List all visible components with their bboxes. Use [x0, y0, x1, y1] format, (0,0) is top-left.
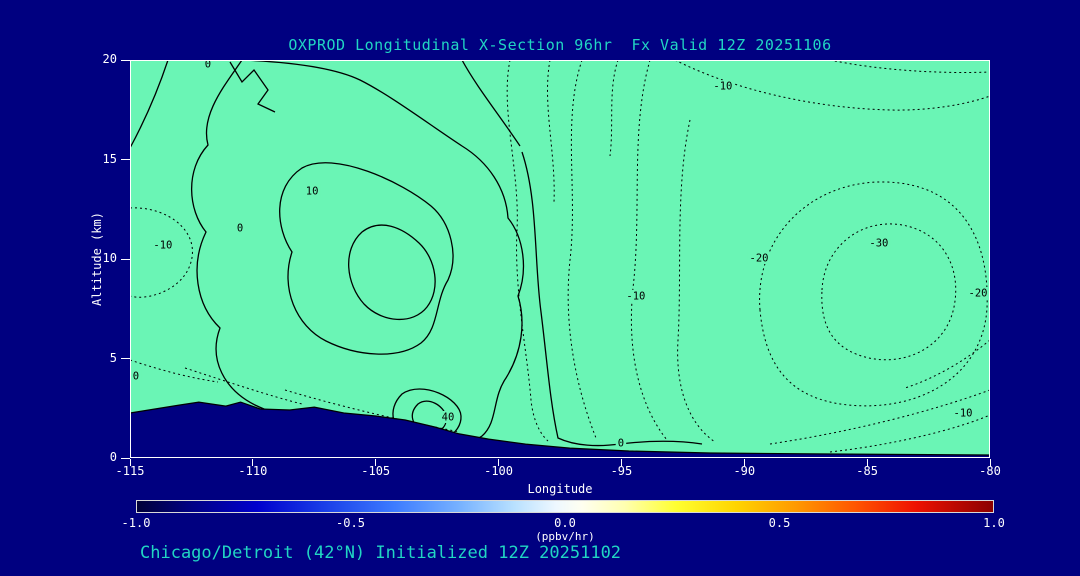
contour-label: 40 [442, 412, 455, 424]
contour-solid-zigzag [229, 61, 276, 113]
contour-dotted-topright-1 [674, 60, 990, 111]
contour-dotted-blob-edge [506, 60, 549, 442]
contour-label-mask [303, 184, 321, 197]
contour-solid-top-branch [461, 60, 521, 147]
x-axis-tick [252, 459, 254, 466]
contour-label-mask [747, 252, 771, 264]
contour-dotted-left-bottom [130, 359, 219, 383]
y-axis-tick [121, 59, 130, 61]
contour-label-mask [711, 80, 735, 93]
y-axis-tick-label: 20 [102, 52, 117, 66]
x-axis-tick-label: -85 [856, 464, 878, 478]
contour-label: -10 [626, 291, 645, 303]
contour-dotted-minus20-oval [759, 181, 988, 407]
y-axis-tick [121, 159, 130, 160]
contour-dotted-mid-1 [567, 60, 597, 439]
x-axis-tick-label: -100 [484, 464, 514, 478]
x-axis-tick [743, 459, 745, 466]
contour-label: -30 [869, 238, 888, 250]
x-axis-tick [129, 459, 131, 466]
x-axis-label: Longitude [527, 482, 593, 496]
contour-label-mask [234, 222, 246, 234]
contour-label: 0 [133, 371, 139, 383]
contour-label-mask [439, 411, 457, 423]
y-axis-tick-label: 0 [109, 450, 117, 464]
contour-label: 0 [205, 60, 211, 71]
y-axis-tick [121, 258, 130, 260]
x-axis-tick-label: -110 [238, 464, 268, 478]
y-axis-tick [121, 457, 130, 459]
contour-svg: 0 0 10 -10 0 40 0 -10 -10 -20 -30 -20 -10 [130, 60, 990, 458]
y-axis-tick-label: 5 [109, 350, 117, 365]
contour-label: 0 [618, 438, 624, 450]
contour-label-mask [151, 239, 175, 252]
y-axis-tick [121, 358, 130, 359]
colorbar-tick-label: -0.5 [336, 516, 365, 530]
plot-background [130, 60, 990, 458]
x-axis-tick-label: -105 [361, 464, 391, 478]
plot-area: 0 0 10 -10 0 40 0 -10 -10 -20 -30 -20 -10 [130, 60, 990, 458]
contour-label-mask [624, 290, 648, 302]
footer-caption: Chicago/Detroit (42°N) Initialized 12Z 2… [140, 543, 622, 563]
contour-label: -10 [153, 240, 172, 252]
chart-title: OXPROD Longitudinal X-Section 96hr Fx Va… [288, 36, 832, 54]
contour-label: -20 [969, 288, 988, 300]
x-axis-tick-label: -115 [115, 464, 145, 478]
contour-label-mask [867, 237, 891, 250]
contour-dotted-left-loop [130, 207, 193, 298]
contour-solid-topleft [130, 60, 169, 149]
contour-label: 10 [306, 185, 319, 197]
terrain-silhouette [130, 402, 990, 458]
colorbar-tick-label: 1.0 [983, 516, 1005, 530]
terrain-outline [130, 401, 990, 456]
contour-label-mask [130, 370, 142, 382]
colorbar-tick-label: 0.0 [554, 516, 576, 530]
contour-dotted-top-mid-1 [547, 60, 555, 203]
contour-solid-ten-loop [279, 162, 454, 355]
contour-dotted-bottomright-2 [829, 414, 990, 453]
x-axis-tick-label: -90 [733, 464, 756, 478]
contour-label: -10 [713, 81, 732, 93]
contour-dotted-mid-2 [630, 60, 668, 441]
contour-label-mask [615, 437, 627, 450]
contour-dotted-bottomright-1 [769, 389, 990, 445]
contour-dotted-mid-3 [677, 119, 716, 443]
colorbar-units-label: (ppbv/hr) [535, 530, 595, 543]
contour-label: -10 [954, 408, 973, 420]
colorbar-tick-label: -1.0 [121, 516, 151, 530]
contour-label-mask [202, 60, 214, 70]
x-axis-tick [375, 459, 377, 466]
contour-label: 0 [237, 223, 243, 235]
contour-dotted-surface-2 [184, 367, 303, 405]
x-axis-tick [498, 459, 500, 466]
x-axis-tick [620, 459, 622, 466]
x-axis-tick [989, 459, 991, 466]
contour-solid-inner-loop [348, 224, 436, 321]
contour-dotted-top-mid-2 [609, 60, 619, 157]
colorbar-tick-label: 0.5 [768, 516, 791, 530]
colorbar [136, 500, 994, 513]
x-axis-tick-label: -80 [979, 464, 1001, 478]
contour-solid-right-descender [521, 151, 703, 447]
plot-frame [130, 60, 990, 458]
x-axis-tick [866, 459, 868, 466]
contour-dotted-minus30-oval [821, 223, 957, 361]
y-axis-tick-label: 10 [102, 251, 117, 265]
contour-label: -20 [750, 253, 769, 265]
x-axis-tick-label: -95 [610, 464, 633, 478]
y-axis-tick-label: 15 [102, 151, 117, 166]
contour-label-mask [966, 287, 990, 299]
contour-label-mask [951, 407, 975, 419]
